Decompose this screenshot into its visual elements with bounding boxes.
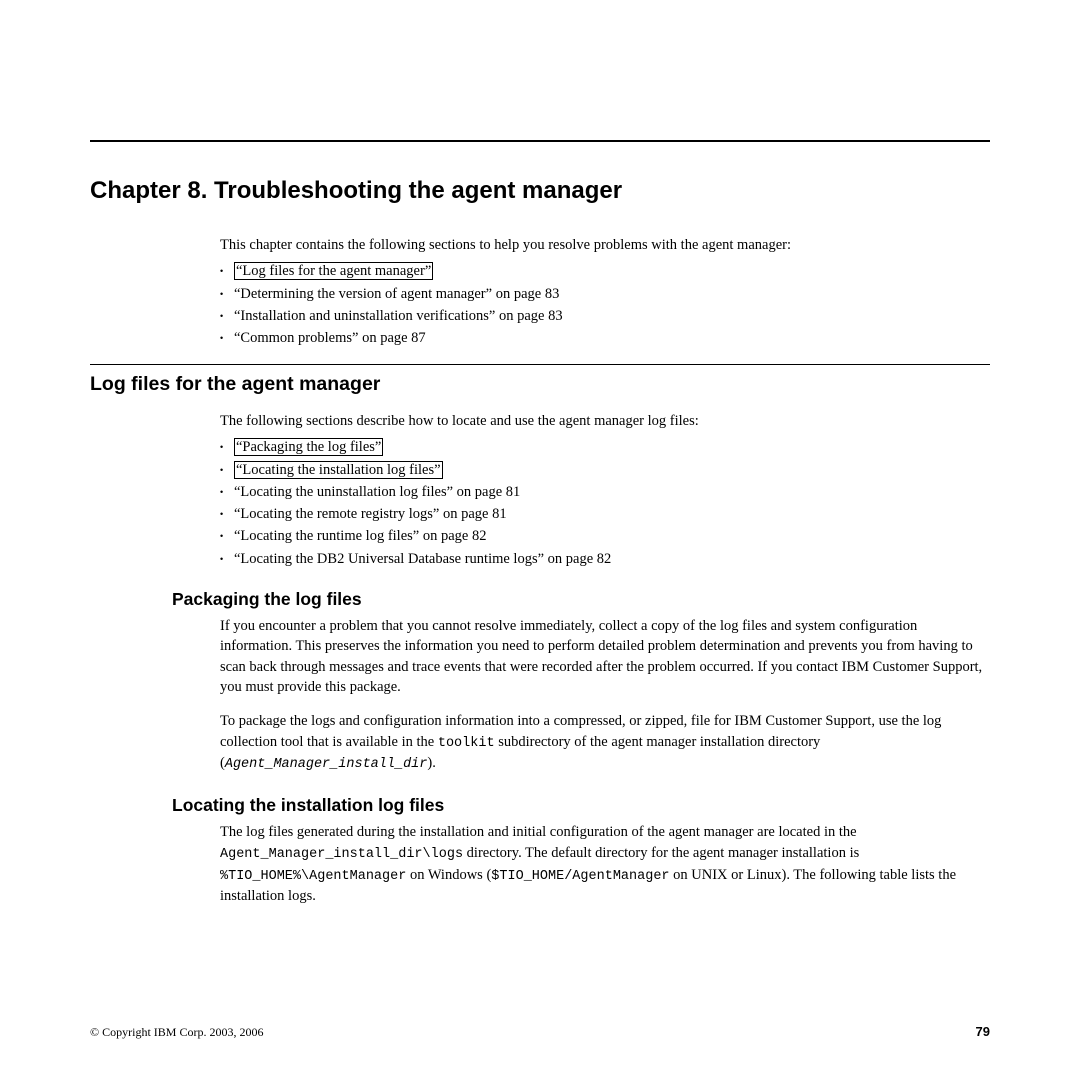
locating-p1: The log files generated during the insta…	[220, 822, 990, 906]
top-horizontal-rule	[90, 140, 990, 142]
text-run: ).	[427, 755, 435, 771]
code-inline-italic: Agent_Manager_install_dir	[225, 757, 428, 772]
code-inline: toolkit	[438, 736, 495, 751]
code-inline: $TIO_HOME/AgentManager	[491, 869, 669, 884]
chapter-title: Chapter 8. Troubleshooting the agent man…	[90, 177, 990, 205]
list-item: “Determining the version of agent manage…	[220, 284, 990, 304]
list-item: “Locating the runtime log files” on page…	[220, 526, 990, 546]
list-item: “Locating the uninstallation log files” …	[220, 482, 990, 502]
xref-link[interactable]: “Log files for the agent manager”	[234, 262, 433, 280]
packaging-p1: If you encounter a problem that you cann…	[220, 616, 990, 697]
packaging-p2: To package the logs and configuration in…	[220, 711, 990, 775]
list-item: “Common problems” on page 87	[220, 328, 990, 348]
logfiles-list: “Packaging the log files” “Locating the …	[220, 437, 990, 569]
section-heading-logfiles: Log files for the agent manager	[90, 373, 990, 396]
subsection-heading-locating: Locating the installation log files	[172, 795, 990, 816]
page-number: 79	[976, 1024, 990, 1039]
list-item: “Log files for the agent manager”	[220, 261, 990, 281]
text-run: The log files generated during the insta…	[220, 824, 857, 840]
section-rule	[90, 364, 990, 365]
list-item: “Locating the installation log files”	[220, 460, 990, 480]
list-item: “Locating the DB2 Universal Database run…	[220, 549, 990, 569]
xref-link[interactable]: “Packaging the log files”	[234, 438, 383, 456]
code-inline: %TIO_HOME%\AgentManager	[220, 869, 406, 884]
list-item: “Locating the remote registry logs” on p…	[220, 504, 990, 524]
text-run: on Windows (	[406, 867, 491, 883]
logfiles-intro: The following sections describe how to l…	[220, 411, 990, 431]
text-run: directory. The default directory for the…	[463, 845, 859, 861]
code-inline: Agent_Manager_install_dir\logs	[220, 847, 463, 862]
chapter-toc-list: “Log files for the agent manager” “Deter…	[220, 261, 990, 348]
list-item: “Installation and uninstallation verific…	[220, 306, 990, 326]
xref-link[interactable]: “Locating the installation log files”	[234, 461, 443, 479]
chapter-intro-text: This chapter contains the following sect…	[220, 235, 990, 255]
list-item: “Packaging the log files”	[220, 437, 990, 457]
copyright-text: © Copyright IBM Corp. 2003, 2006	[90, 1025, 263, 1040]
page-footer: © Copyright IBM Corp. 2003, 2006 79	[90, 1024, 990, 1040]
subsection-heading-packaging: Packaging the log files	[172, 589, 990, 610]
